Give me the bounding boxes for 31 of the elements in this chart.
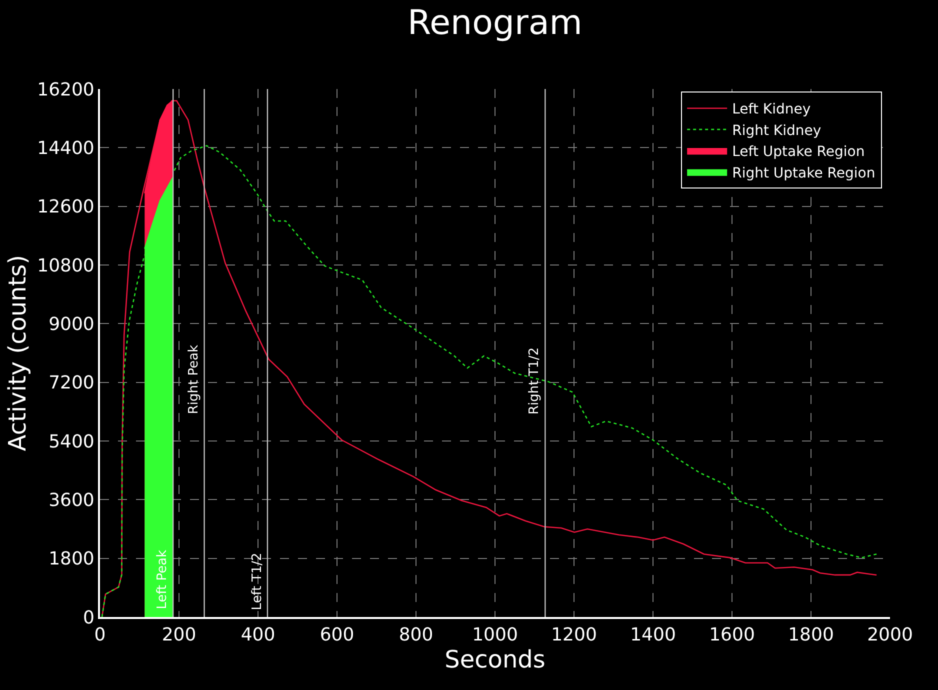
x-tick-label: 600 — [320, 624, 354, 646]
y-tick-label: 0 — [82, 607, 94, 628]
x-tick-label: 1200 — [551, 624, 597, 646]
x-tick-label: 1400 — [630, 624, 676, 646]
x-tick-label: 200 — [162, 624, 196, 646]
y-axis-title: Activity (counts) — [4, 254, 32, 452]
y-tick-label: 3600 — [48, 490, 94, 511]
x-tick-label: 1000 — [472, 624, 518, 646]
x-tick-label: 1600 — [709, 624, 755, 646]
ref-line-label: Right T1/2 — [526, 347, 542, 415]
legend-label: Left Uptake Region — [732, 144, 865, 160]
ref-line-label: Left T1/2 — [250, 552, 265, 610]
ref-line-label: Left Peak — [154, 549, 170, 610]
y-tick-label: 10800 — [37, 255, 94, 276]
y-tick-label: 12600 — [37, 196, 94, 218]
y-tick-label: 5400 — [48, 431, 94, 452]
legend-label: Right Kidney — [732, 122, 822, 139]
y-tick-label: 9000 — [48, 314, 94, 335]
y-tick-label: 1800 — [48, 548, 94, 570]
legend-label: Left Kidney — [732, 102, 811, 118]
x-tick-label: 400 — [240, 624, 276, 646]
x-tick-label: 1800 — [788, 624, 834, 646]
x-tick-label: 800 — [398, 624, 434, 646]
x-tick-label: 2000 — [867, 624, 913, 646]
legend-label: Right Uptake Region — [732, 165, 876, 182]
chart-title: Renogram — [408, 3, 582, 44]
y-tick-label: 16200 — [37, 79, 94, 100]
ref-line-label: Right Peak — [186, 344, 202, 414]
x-axis-title: Seconds — [444, 646, 546, 674]
y-tick-label: 14400 — [37, 138, 94, 159]
y-tick-label: 7200 — [48, 372, 94, 394]
